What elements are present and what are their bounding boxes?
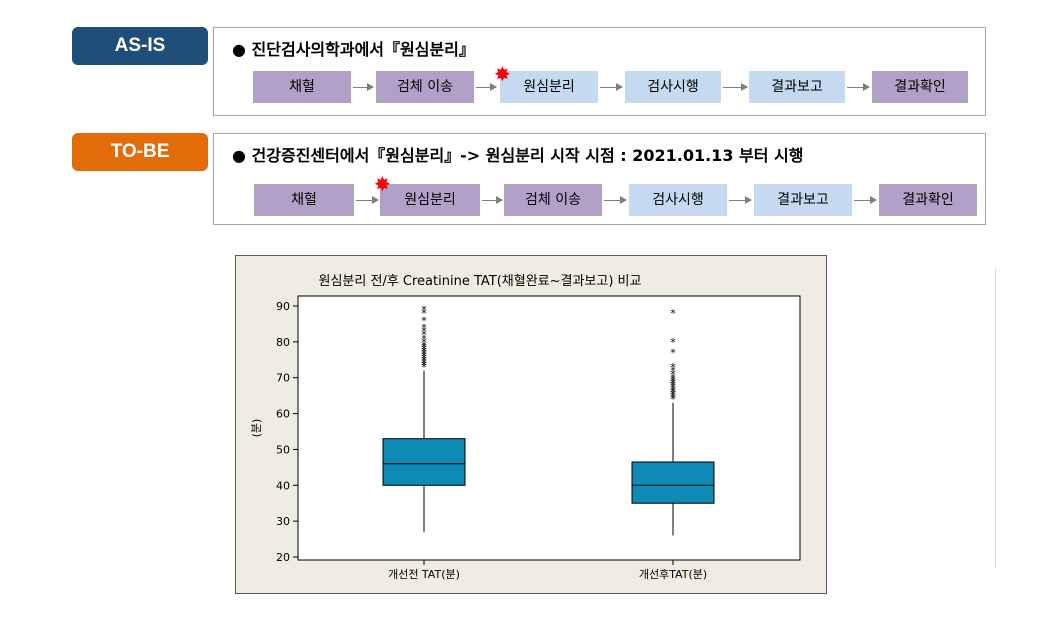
y-tick-label: 70 [276, 372, 290, 385]
as-is-step-1: 채혈 [253, 71, 351, 103]
to-be-step-4: 검사시행 [629, 184, 727, 216]
outlier-point: * [421, 341, 427, 354]
outlier-point: * [670, 379, 676, 392]
to-be-step-2: 원심분리 [380, 184, 480, 216]
outlier-point: * [421, 314, 427, 327]
to-be-step-5: 결과보고 [754, 184, 852, 216]
outlier-point: * [670, 388, 676, 401]
outlier-point: * [670, 372, 676, 385]
outlier-point: * [421, 354, 427, 367]
to-be-arrow-4 [729, 196, 752, 204]
chart-title: 원심분리 전/후 Creatinine TAT(채혈완료~결과보고) 비교 [319, 274, 642, 289]
boxplot-svg: 원심분리 전/후 Creatinine TAT(채혈완료~결과보고) 비교 (분… [250, 274, 801, 581]
outlier-point: * [421, 359, 427, 372]
as-is-panel: ● 진단검사의학과에서『원심분리』 채혈 검체 이송 원심분리 검사시행 결과보… [213, 27, 986, 116]
outlier-point: * [421, 336, 427, 349]
plot-area [297, 295, 801, 561]
to-be-process-flow: 채혈 원심분리 검체 이송 검사시행 결과보고 결과확인 ✸ [214, 134, 985, 224]
as-is-arrow-1 [353, 83, 374, 91]
to-be-arrow-5 [854, 196, 877, 204]
as-is-step-4: 검사시행 [625, 71, 721, 103]
outlier-point: * [421, 325, 427, 338]
to-be-arrow-2 [482, 196, 503, 204]
as-is-step-3: 원심분리 [500, 71, 598, 103]
boxplot-chart: 원심분리 전/후 Creatinine TAT(채혈완료~결과보고) 비교 (분… [235, 255, 827, 594]
outlier-point: * [421, 304, 427, 317]
as-is-arrow-3 [600, 83, 623, 91]
outlier-point: * [421, 350, 427, 363]
outlier-point: * [421, 347, 427, 360]
as-is-badge: AS-IS [72, 27, 208, 65]
outlier-point: * [421, 343, 427, 356]
outlier-point: * [421, 357, 427, 370]
outlier-point: * [421, 329, 427, 342]
outlier-point: * [421, 332, 427, 345]
outlier-point: * [670, 307, 676, 320]
outlier-point: * [670, 365, 676, 378]
outlier-point: * [421, 356, 427, 369]
outlier-point: * [421, 345, 427, 358]
outlier-point: * [670, 391, 676, 404]
x-tick-label: 개선후TAT(분) [639, 568, 707, 581]
red-star-icon: ✸ [374, 172, 391, 196]
outlier-point: * [670, 382, 676, 395]
as-is-arrow-5 [847, 83, 870, 91]
x-tick-label: 개선전 TAT(분) [388, 568, 460, 581]
as-is-process-flow: 채혈 검체 이송 원심분리 검사시행 결과보고 결과확인 ✸ [214, 28, 985, 118]
outlier-point: * [670, 361, 676, 374]
as-is-step-6: 결과확인 [872, 71, 968, 103]
y-axis-label: (분) [250, 419, 263, 438]
to-be-heading: ● 건강증진센터에서『원심분리』-> 원심분리 시작 시점 : 2021.01.… [232, 146, 804, 165]
y-tick-label: 40 [276, 479, 290, 492]
outlier-point: * [670, 336, 676, 349]
outlier-point: * [670, 386, 676, 399]
to-be-arrow-1 [356, 196, 379, 204]
y-tick-label: 90 [276, 300, 290, 313]
y-tick-label: 20 [276, 551, 290, 564]
to-be-step-1: 채혈 [254, 184, 354, 216]
red-star-icon: ✸ [494, 62, 511, 86]
outlier-point: * [670, 381, 676, 394]
iqr-box [382, 438, 466, 486]
outlier-point: * [421, 348, 427, 361]
outlier-point: * [670, 390, 676, 403]
outlier-point: * [670, 368, 676, 381]
to-be-step-6: 결과확인 [879, 184, 977, 216]
as-is-arrow-4 [723, 83, 748, 91]
outlier-point: * [421, 361, 427, 374]
to-be-arrow-3 [604, 196, 627, 204]
to-be-step-3: 검체 이송 [504, 184, 602, 216]
outlier-point: * [421, 352, 427, 365]
outlier-point: * [421, 339, 427, 352]
as-is-heading: ● 진단검사의학과에서『원심분리』 [232, 40, 475, 59]
as-is-arrow-2 [476, 83, 497, 91]
to-be-badge: TO-BE [72, 133, 208, 171]
outlier-point: * [421, 307, 427, 320]
as-is-step-2: 검체 이송 [376, 71, 474, 103]
to-be-panel: ● 건강증진센터에서『원심분리』-> 원심분리 시작 시점 : 2021.01.… [213, 133, 986, 225]
outlier-point: * [670, 375, 676, 388]
y-tick-label: 50 [276, 443, 290, 456]
outlier-point: * [670, 374, 676, 387]
outlier-point: * [421, 322, 427, 335]
y-tick-label: 60 [276, 408, 290, 421]
as-is-step-5: 결과보고 [749, 71, 845, 103]
outlier-point: * [670, 347, 676, 360]
divider-line [995, 268, 996, 568]
outlier-point: * [670, 377, 676, 390]
y-tick-label: 80 [276, 336, 290, 349]
iqr-box [631, 461, 715, 504]
outlier-point: * [670, 393, 676, 406]
outlier-point: * [670, 384, 676, 397]
y-tick-label: 30 [276, 515, 290, 528]
